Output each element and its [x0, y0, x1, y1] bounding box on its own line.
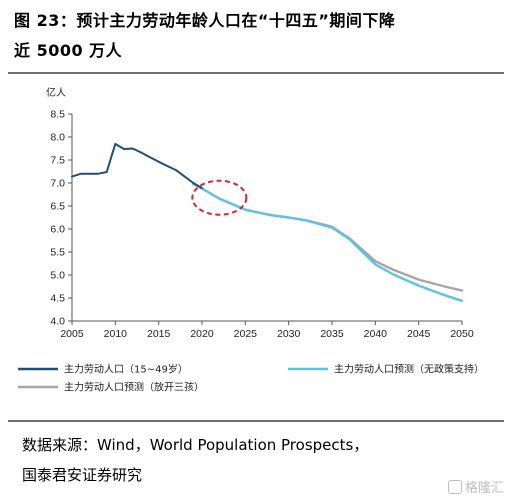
legend: 主力劳动人口（15~49岁） 主力劳动人口预测（无政策支持） 主力劳动人口预测（放开…	[18, 363, 484, 394]
legend-label-3: 主力劳动人口预测（放开三孩）	[64, 381, 204, 394]
legend-label-1: 主力劳动人口（15~49岁）	[64, 363, 188, 376]
source-note: 数据来源：Wind，World Population Prospects， 国泰…	[22, 430, 368, 490]
x-tick-label: 2020	[190, 328, 214, 340]
x-tick-labels: 2005 2010 2015 2020 2025 2030 2035 2040 2045 2050	[60, 328, 474, 340]
x-tick-label: 2015	[147, 328, 171, 340]
line-chart: 4.04.55.05.56.06.57.07.58.08.5 2005 2010 2…	[18, 86, 484, 394]
source-line-2: 国泰君安证券研究	[22, 466, 143, 484]
figure-title: 图 23：预计主力劳动年龄人口在“十四五”期间下降 近 5000 万人	[14, 6, 504, 66]
y-tick-label: 8.0	[50, 132, 65, 144]
legend-label-2: 主力劳动人口预测（无政策支持）	[334, 363, 484, 376]
y-axis-unit: 亿人	[46, 86, 66, 99]
x-tick-label: 2050	[450, 328, 474, 340]
y-tick-label: 5.0	[50, 270, 65, 282]
x-tick-label: 2005	[60, 328, 84, 340]
annotation-layer	[191, 179, 248, 216]
series-line-1	[71, 142, 203, 190]
y-tick-label: 7.0	[50, 178, 65, 190]
y-tick-label: 6.5	[50, 201, 65, 213]
y-tick-label: 8.5	[50, 109, 65, 121]
x-tick-label: 2025	[234, 328, 258, 340]
y-tick-label: 4.0	[50, 316, 65, 328]
watermark: 格隆汇	[447, 477, 504, 496]
y-tick-label: 5.5	[50, 247, 65, 259]
series-line-3	[192, 182, 464, 292]
bottom-rule	[8, 420, 504, 422]
highlight-ellipse	[191, 179, 248, 216]
x-tick-label: 2040	[364, 328, 388, 340]
x-tick-label: 2035	[320, 328, 344, 340]
x-tick-label: 2010	[104, 328, 128, 340]
y-tick-labels: 4.0 4.5 5.0 5.5 6.0 6.5 7.0 7.5 8.0 8.5	[50, 109, 65, 328]
x-tick-label: 2045	[407, 328, 431, 340]
y-tick-label: 4.5	[50, 293, 65, 305]
watermark-logo-icon	[447, 479, 462, 494]
y-tick-label: 7.5	[50, 155, 65, 167]
series-lines	[71, 142, 464, 303]
x-tick-label: 2030	[277, 328, 301, 340]
axes	[68, 113, 463, 325]
watermark-text: 格隆汇	[464, 481, 504, 496]
top-rule	[8, 72, 504, 74]
title-line-2: 近 5000 万人	[14, 41, 123, 60]
series-line-2	[192, 182, 464, 303]
y-tick-label: 6.0	[50, 224, 65, 236]
source-line-1: 数据来源：Wind，World Population Prospects，	[22, 436, 369, 454]
title-line-1: 图 23：预计主力劳动年龄人口在“十四五”期间下降	[14, 11, 396, 30]
